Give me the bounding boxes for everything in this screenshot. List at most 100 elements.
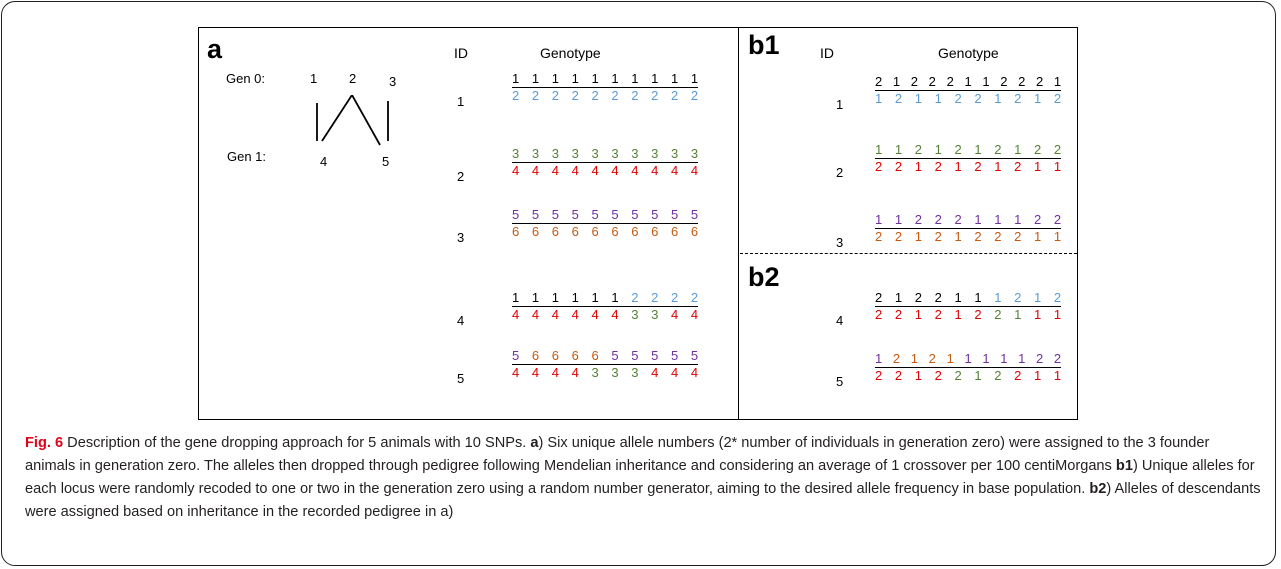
allele: 1 [994, 290, 1002, 305]
allele: 2 [934, 229, 942, 244]
allele: 2 [974, 229, 982, 244]
allele: 1 [964, 351, 972, 366]
allele: 1 [571, 290, 579, 305]
allele: 1 [1000, 351, 1008, 366]
allele: 1 [954, 229, 962, 244]
allele: 1 [1034, 91, 1042, 106]
individual-id-b-1: 1 [836, 97, 844, 112]
individual-id-b-2: 2 [836, 165, 844, 180]
allele: 2 [1053, 212, 1062, 227]
allele: 2 [571, 88, 579, 103]
allele: 6 [531, 224, 540, 239]
allele: 1 [531, 71, 540, 86]
allele: 1 [631, 71, 639, 86]
allele: 2 [1014, 368, 1022, 383]
allele: 2 [910, 74, 919, 89]
caption-part-b2-label: b2 [1089, 481, 1107, 497]
allele: 4 [631, 163, 639, 178]
allele: 1 [982, 351, 990, 366]
allele: 3 [611, 146, 619, 161]
allele: 2 [1053, 91, 1062, 106]
allele: 4 [531, 365, 540, 380]
allele: 5 [690, 207, 699, 222]
allele: 3 [531, 146, 540, 161]
figure-caption: Fig. 6 Description of the gene dropping … [25, 432, 1263, 524]
allele: 2 [1000, 74, 1008, 89]
haplotype-divider [512, 87, 698, 88]
allele: 2 [894, 368, 903, 383]
haplotype-divider [512, 223, 698, 224]
allele: 1 [994, 91, 1002, 106]
allele: 2 [974, 159, 982, 174]
allele: 5 [512, 207, 520, 222]
individual-id-b-5: 5 [836, 374, 844, 389]
allele: 4 [551, 365, 559, 380]
allele: 2 [631, 290, 639, 305]
allele: 2 [914, 212, 922, 227]
allele: 2 [894, 229, 903, 244]
caption-intro: Description of the gene dropping approac… [63, 435, 531, 451]
allele: 6 [591, 348, 599, 363]
figure-frame [198, 27, 1078, 420]
pedigree-node-5: 5 [382, 154, 390, 169]
allele: 1 [914, 368, 922, 383]
allele: 1 [974, 368, 982, 383]
allele: 2 [875, 159, 883, 174]
allele: 1 [994, 212, 1002, 227]
allele: 2 [1034, 142, 1042, 157]
allele: 2 [875, 229, 883, 244]
allele: 4 [690, 365, 699, 380]
allele: 4 [690, 307, 699, 322]
allele: 1 [934, 91, 942, 106]
allele: 2 [994, 142, 1002, 157]
allele: 6 [531, 348, 540, 363]
allele: 4 [671, 163, 679, 178]
individual-id-a-5: 5 [457, 371, 465, 386]
caption-part-b2-text: ) Alleles of descendants were assigned b… [25, 481, 1261, 520]
panel-label-b2: b2 [748, 262, 780, 292]
allele: 2 [1034, 212, 1042, 227]
allele: 2 [894, 159, 903, 174]
caption-part-b1-text: ) Unique alleles for each locus were ran… [25, 458, 1255, 497]
allele: 4 [551, 307, 559, 322]
allele: 3 [651, 146, 659, 161]
allele: 5 [671, 207, 679, 222]
individual-id-a-2: 2 [457, 169, 465, 184]
allele: 2 [994, 368, 1002, 383]
allele: 1 [591, 290, 599, 305]
individual-id-a-1: 1 [457, 94, 465, 109]
allele: 1 [964, 74, 972, 89]
panel-divider-vertical [738, 27, 739, 420]
haplotype-divider [875, 90, 1061, 91]
allele: 1 [1053, 159, 1062, 174]
caption-fig-label: Fig. 6 [25, 435, 64, 451]
pedigree-node-4: 4 [320, 154, 328, 169]
allele: 4 [591, 307, 599, 322]
allele: 1 [611, 71, 619, 86]
caption-part-b1-label: b1 [1115, 458, 1133, 474]
allele: 1 [954, 159, 962, 174]
panel-label-b1: b1 [748, 30, 780, 60]
allele: 4 [531, 307, 540, 322]
haplotype-divider [512, 364, 698, 365]
allele: 2 [591, 88, 599, 103]
allele: 2 [914, 142, 922, 157]
allele: 1 [974, 142, 982, 157]
allele: 1 [934, 142, 942, 157]
haplotype-divider [875, 228, 1061, 229]
allele: 1 [651, 71, 659, 86]
allele: 2 [914, 290, 922, 305]
allele: 2 [875, 290, 883, 305]
allele: 3 [611, 365, 619, 380]
panel-divider-dashed [740, 253, 1077, 254]
allele: 5 [571, 207, 579, 222]
allele: 6 [551, 224, 559, 239]
allele: 2 [1014, 91, 1022, 106]
